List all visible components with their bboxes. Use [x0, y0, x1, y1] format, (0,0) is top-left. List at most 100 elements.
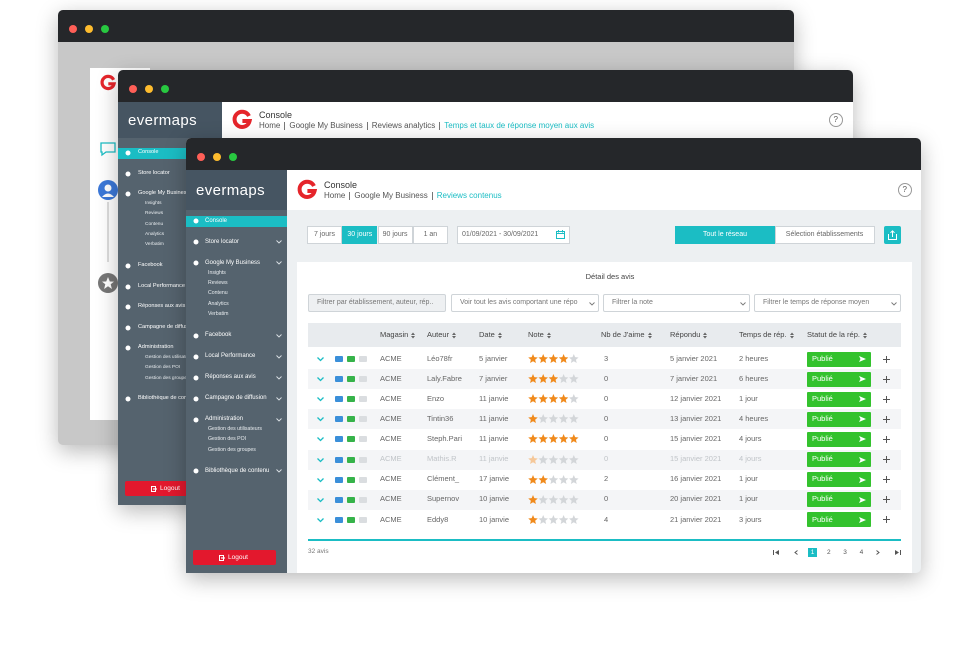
page-number[interactable]: 2: [826, 548, 831, 556]
breadcrumb-link[interactable]: Reviews contenus: [436, 191, 502, 201]
add-button[interactable]: [883, 456, 890, 463]
filter-input[interactable]: [451, 294, 599, 312]
expand-chevron[interactable]: [317, 397, 324, 402]
submenu-item[interactable]: Insights: [145, 200, 162, 206]
submenu-item[interactable]: Insights: [208, 269, 226, 276]
status-button[interactable]: [807, 351, 871, 367]
add-button[interactable]: [883, 355, 890, 363]
status-button[interactable]: [807, 431, 871, 447]
column-header[interactable]: Note: [528, 329, 544, 339]
submenu-item[interactable]: Contenu: [145, 221, 164, 227]
menu-item[interactable]: Administration: [138, 344, 174, 351]
next-page[interactable]: [876, 550, 880, 555]
expand-chevron[interactable]: [317, 357, 324, 362]
column-header[interactable]: Auteur: [427, 329, 450, 339]
column-header[interactable]: Temps de rép.: [739, 329, 787, 339]
menu-item[interactable]: Local Performance: [138, 282, 185, 289]
expand-chevron[interactable]: [317, 437, 324, 442]
menu-item[interactable]: Campagne de diffusion: [205, 395, 267, 402]
breadcrumb-link[interactable]: Google My Business: [354, 191, 428, 201]
menu-item[interactable]: Local Performance: [205, 353, 256, 360]
submenu-item[interactable]: Gestion des groupes: [208, 446, 256, 453]
submenu-item[interactable]: Gestion des utilisateurs: [208, 426, 262, 433]
page-number[interactable]: 1: [810, 548, 815, 556]
add-button[interactable]: [883, 496, 890, 504]
status-button[interactable]: [807, 391, 871, 407]
column-header[interactable]: Nb de J'aime: [601, 329, 645, 339]
status-button[interactable]: [807, 452, 871, 467]
expand-chevron[interactable]: [317, 457, 324, 462]
help-button[interactable]: [898, 183, 912, 197]
submenu-item[interactable]: Analytics: [145, 231, 165, 237]
column-header[interactable]: Magasin: [380, 329, 409, 339]
window-button[interactable]: [101, 25, 109, 33]
menu-item[interactable]: Store locator: [205, 238, 240, 245]
menu-item[interactable]: Console: [205, 217, 228, 224]
submenu-item[interactable]: Gestion des POI: [208, 436, 247, 443]
submenu-item[interactable]: Contenu: [208, 290, 228, 297]
submenu-item[interactable]: Verbatim: [208, 310, 229, 317]
scope-button[interactable]: [774, 226, 875, 244]
expand-chevron[interactable]: [317, 497, 324, 503]
window-button[interactable]: [213, 153, 221, 161]
page-number[interactable]: 3: [843, 548, 847, 556]
expand-chevron[interactable]: [317, 417, 324, 422]
window-button[interactable]: [229, 153, 237, 161]
date-input[interactable]: [457, 226, 570, 244]
breadcrumb-link[interactable]: Home: [259, 121, 281, 131]
menu-item[interactable]: Bibliothèque de contenu: [138, 395, 199, 402]
submenu-item[interactable]: Reviews: [208, 279, 228, 286]
status-button[interactable]: [807, 371, 871, 387]
menu-item[interactable]: Réponses aux avis: [205, 374, 256, 381]
add-button[interactable]: [883, 516, 890, 524]
add-button[interactable]: [883, 415, 890, 423]
add-button[interactable]: [883, 476, 890, 484]
submenu-item[interactable]: Gestion des POI: [145, 365, 181, 371]
status-button[interactable]: [807, 472, 871, 488]
expand-chevron[interactable]: [317, 477, 324, 483]
add-button[interactable]: [883, 435, 890, 443]
menu-item[interactable]: Réponses aux avis: [138, 303, 186, 310]
submenu-item[interactable]: Analytics: [208, 300, 229, 307]
menu-item[interactable]: Google My Business: [138, 190, 190, 197]
window-button[interactable]: [129, 85, 137, 93]
column-header[interactable]: Répondu: [670, 329, 701, 339]
period-button[interactable]: [377, 226, 413, 244]
first-page[interactable]: [773, 550, 779, 555]
window-button[interactable]: [197, 153, 205, 161]
breadcrumb-link[interactable]: Home: [324, 191, 346, 201]
breadcrumb-link[interactable]: Temps et taux de réponse moyen aux avis: [444, 121, 595, 131]
menu-item[interactable]: Facebook: [138, 262, 163, 269]
menu-item[interactable]: Store locator: [138, 169, 170, 176]
filter-input[interactable]: [603, 294, 750, 312]
prev-page[interactable]: [794, 550, 798, 555]
last-page[interactable]: [895, 550, 901, 555]
add-button[interactable]: [883, 395, 890, 403]
column-header[interactable]: Statut de la rép.: [807, 329, 860, 339]
expand-chevron[interactable]: [317, 377, 324, 382]
logout-button[interactable]: [193, 550, 276, 565]
menu-item[interactable]: Administration: [205, 416, 244, 423]
period-button[interactable]: [412, 226, 448, 244]
menu-item[interactable]: Campagne de diffusion: [138, 323, 196, 330]
filter-input[interactable]: [754, 294, 901, 312]
window-button[interactable]: [161, 85, 169, 93]
window-button[interactable]: [69, 25, 77, 33]
expand-chevron[interactable]: [317, 517, 324, 523]
submenu-item[interactable]: Verbatim: [145, 242, 164, 248]
menu-item[interactable]: Facebook: [205, 332, 232, 339]
filter-input[interactable]: [308, 294, 446, 312]
status-button[interactable]: [807, 411, 871, 427]
window-button[interactable]: [145, 85, 153, 93]
page-number[interactable]: 4: [859, 548, 864, 556]
help-button[interactable]: [829, 113, 843, 127]
submenu-item[interactable]: Reviews: [145, 211, 164, 217]
period-button[interactable]: [307, 226, 342, 244]
breadcrumb-link[interactable]: Reviews analytics: [371, 121, 436, 131]
add-button[interactable]: [883, 375, 890, 383]
menu-item[interactable]: Bibliothèque de contenu: [205, 468, 270, 475]
breadcrumb-link[interactable]: Google My Business: [289, 121, 363, 131]
menu-item[interactable]: Console: [138, 149, 159, 156]
period-button[interactable]: [342, 226, 378, 244]
submenu-item[interactable]: Gestion des groupes: [145, 375, 190, 381]
